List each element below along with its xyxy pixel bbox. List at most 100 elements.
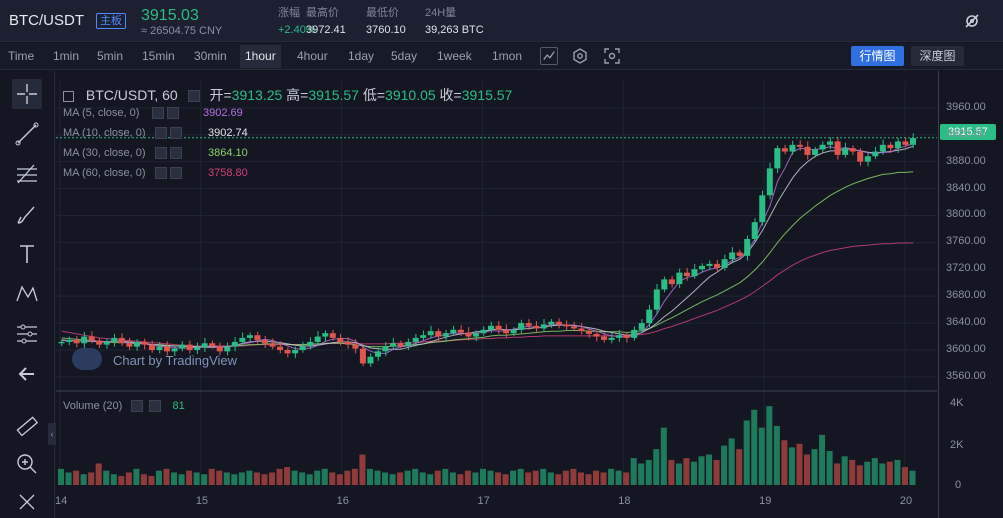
volume-bar — [163, 468, 170, 485]
volume-bar — [178, 474, 185, 485]
candle-body — [344, 341, 351, 345]
volume-tick-label: 2K — [950, 439, 964, 451]
ma5-legend: MA (5, close, 0) 3902.69 — [63, 107, 243, 120]
candle-body — [872, 151, 879, 157]
gear-icon[interactable] — [154, 167, 167, 180]
candle-body — [533, 325, 540, 329]
volume-bar — [562, 470, 569, 485]
screenshot-icon[interactable] — [603, 47, 621, 65]
legend-title: BTC/USDT, 60 — [85, 87, 178, 103]
brush-icon[interactable] — [12, 199, 42, 229]
candle-body — [518, 323, 525, 330]
volume-bar — [404, 470, 411, 485]
volume-bar — [660, 427, 667, 485]
candle-body — [683, 272, 690, 276]
candle-body — [148, 344, 155, 350]
candle-body — [163, 346, 171, 352]
date-tick-label: 16 — [336, 495, 349, 507]
gear-icon[interactable] — [154, 147, 167, 160]
ma60-label: MA (60, close, 0) — [63, 167, 146, 179]
volume-bar — [751, 409, 758, 485]
tab-1mon[interactable]: 1mon — [492, 49, 523, 63]
stat-volume-value: 39,263 BTC — [425, 24, 484, 36]
candle-body — [216, 345, 223, 352]
open-value: 3913.25 — [231, 87, 283, 103]
candle-body — [631, 329, 638, 338]
date-tick-label: 17 — [477, 495, 490, 507]
tab-5day[interactable]: 5day — [391, 49, 418, 63]
close-icon[interactable] — [149, 400, 162, 413]
pattern-icon[interactable] — [12, 279, 42, 309]
stat-high: 最高价 3972.41 — [306, 6, 346, 38]
tab-15min[interactable]: 15min — [142, 49, 175, 63]
tradingview-logo-icon — [72, 348, 102, 370]
settings-off-icon[interactable] — [963, 12, 981, 30]
candle-body — [736, 252, 743, 256]
candle-body — [563, 324, 570, 327]
volume-bar — [457, 474, 464, 485]
volume-bar — [819, 434, 826, 485]
volume-bar — [419, 472, 426, 485]
tab-time[interactable]: Time — [8, 49, 35, 63]
gear-icon[interactable] — [154, 127, 167, 140]
price-chart[interactable] — [56, 71, 937, 518]
pair-name[interactable]: BTC/USDT — [9, 12, 84, 29]
volume-bar — [638, 463, 645, 485]
back-arrow-icon[interactable] — [12, 359, 42, 389]
header-bar: BTC/USDT 主板 3915.03 ≈ 26504.75 CNY 涨幅 +2… — [0, 0, 1003, 42]
price-tick-label: 3640.00 — [946, 316, 986, 329]
candle-body — [88, 336, 95, 341]
tab-1day[interactable]: 1day — [348, 49, 375, 63]
candle-body — [307, 341, 314, 346]
text-icon[interactable] — [12, 239, 42, 269]
tab-1hour[interactable]: 1hour — [240, 45, 281, 68]
market-chart-button[interactable]: 行情图 — [851, 46, 904, 66]
price-tick-label: 3680.00 — [946, 289, 986, 302]
magnet-icon[interactable] — [12, 487, 42, 517]
volume-bar — [721, 445, 728, 485]
candle-body — [668, 279, 675, 285]
stat-volume: 24H量 39,263 BTC — [425, 6, 484, 38]
depth-chart-button[interactable]: 深度图 — [911, 46, 964, 66]
candle-body — [103, 341, 110, 345]
close-icon[interactable] — [169, 127, 182, 140]
prediction-icon[interactable] — [12, 319, 42, 349]
open-label: 开= — [209, 87, 232, 103]
tab-5min[interactable]: 5min — [97, 49, 124, 63]
candle-body — [902, 141, 909, 145]
volume-bar — [630, 458, 637, 485]
price-axis[interactable] — [938, 71, 1003, 518]
collapse-legend-icon[interactable] — [63, 90, 74, 102]
gear-icon[interactable] — [571, 47, 589, 65]
low-value: 3910.05 — [385, 87, 436, 103]
zoom-in-icon[interactable] — [12, 449, 42, 479]
indicator-icon[interactable] — [540, 47, 558, 65]
low-label: 低= — [362, 87, 386, 103]
crosshair-icon[interactable] — [12, 79, 42, 109]
stat-low-label: 最低价 — [366, 7, 399, 19]
candle-body — [156, 346, 163, 350]
tab-1min[interactable]: 1min — [53, 49, 80, 63]
tab-1week[interactable]: 1week — [437, 49, 472, 63]
candle-body — [608, 337, 615, 340]
gear-icon[interactable] — [131, 400, 144, 413]
close-icon[interactable] — [169, 147, 182, 160]
volume-bar — [706, 454, 713, 485]
candle-body — [503, 329, 510, 334]
volume-bar — [713, 459, 720, 485]
tab-30min[interactable]: 30min — [194, 49, 227, 63]
trend-line-icon[interactable] — [12, 119, 42, 149]
legend-settings-icon[interactable] — [187, 90, 200, 103]
candle-body — [578, 328, 585, 332]
ruler-icon[interactable] — [12, 411, 42, 441]
candle-body — [812, 149, 819, 155]
collapse-toolbar-handle[interactable]: ‹ — [48, 423, 56, 445]
volume-bar — [95, 463, 102, 485]
tab-4hour[interactable]: 4hour — [297, 49, 328, 63]
close-icon[interactable] — [169, 167, 182, 180]
fib-tool-icon[interactable] — [12, 159, 42, 189]
gear-icon[interactable] — [152, 107, 165, 120]
close-icon[interactable] — [167, 107, 180, 120]
volume-bar — [540, 468, 547, 485]
volume-bar — [826, 450, 833, 485]
